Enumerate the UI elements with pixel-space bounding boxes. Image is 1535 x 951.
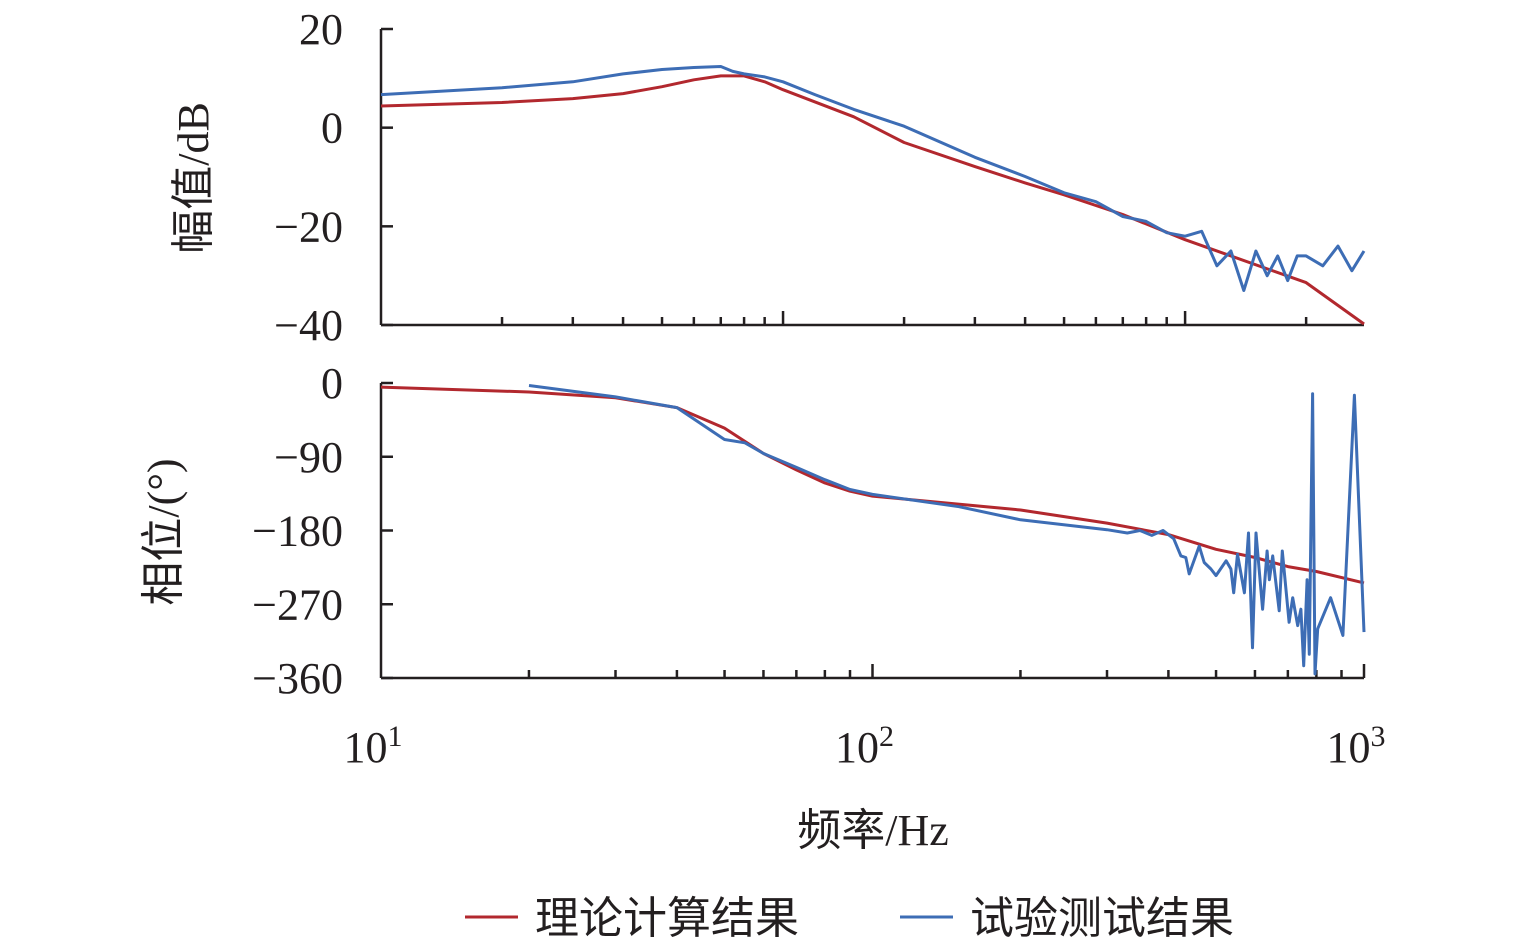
legend: 理论计算结果 试验测试结果	[465, 894, 1234, 943]
y-tick-label: −360	[252, 654, 343, 703]
legend-label-theory: 理论计算结果	[535, 894, 799, 943]
y-tick-label: −180	[252, 507, 343, 556]
x-tick-label: 103	[1327, 720, 1386, 772]
phase-y-axis-label: 相位/(°)	[139, 458, 188, 605]
magnitude-y-axis-label: 幅值/dB	[169, 102, 218, 254]
y-tick-label: −20	[274, 202, 343, 251]
y-tick-label: −90	[274, 433, 343, 482]
y-tick-label: 0	[321, 104, 343, 153]
x-axis-label: 频率/Hz	[797, 806, 949, 855]
y-tick-label: 0	[321, 359, 343, 408]
x-tick-label: 102	[835, 720, 894, 772]
series-line-test	[380, 65, 1366, 292]
x-tick-label: 101	[344, 720, 403, 772]
magnitude-panel: 20 0 −20 −40	[274, 5, 1366, 350]
y-tick-label: 20	[299, 5, 343, 54]
series-line-theory	[380, 385, 1365, 585]
legend-label-test: 试验测试结果	[970, 894, 1234, 943]
y-tick-label: −40	[274, 301, 343, 350]
series-line-theory	[380, 74, 1365, 326]
series-line-test	[528, 384, 1366, 676]
y-tick-label: −270	[252, 580, 343, 629]
